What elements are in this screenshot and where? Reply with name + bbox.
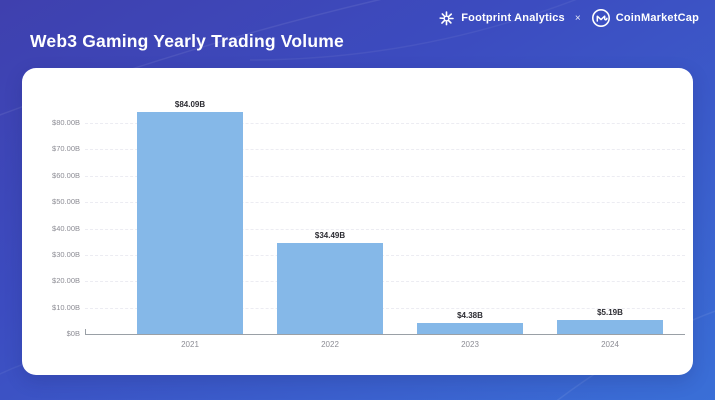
- y-gridline: [85, 281, 685, 283]
- y-gridline: [85, 228, 685, 230]
- x-axis-tick-label: 2024: [601, 340, 619, 349]
- brand-separator: ×: [574, 12, 581, 24]
- x-axis-tick-label: 2023: [461, 340, 479, 349]
- x-axis-origin-tick: [85, 329, 86, 335]
- coinmarketcap-label: CoinMarketCap: [615, 12, 699, 24]
- bar-value-label: $5.19B: [597, 308, 623, 318]
- brand-logos: Footprint Analytics × CoinMarketCap: [437, 8, 699, 28]
- page-title: Web3 Gaming Yearly Trading Volume: [30, 31, 344, 51]
- y-axis-tick-label: $80.00B: [52, 118, 80, 127]
- y-axis-tick-label: $50.00B: [52, 197, 80, 207]
- footprint-analytics-brand: Footprint Analytics: [437, 9, 565, 28]
- x-axis-tick-label: 2021: [181, 340, 199, 349]
- y-axis-tick-label: $20.00B: [52, 276, 80, 286]
- y-gridline: [85, 175, 685, 177]
- header: Footprint Analytics × CoinMarketCap Web3…: [0, 0, 715, 64]
- footprint-analytics-icon: [439, 10, 455, 25]
- bar-value-label: $34.49B: [314, 231, 346, 241]
- bar-2024: [557, 320, 663, 335]
- bar-2022: [277, 243, 383, 335]
- y-axis-tick-label: $40.00B: [52, 223, 80, 233]
- footprint-analytics-label: Footprint Analytics: [461, 12, 565, 24]
- bar-chart: $80.00B $70.00B $60.00B $50.00B $40.00B $30.0…: [22, 68, 693, 375]
- x-axis-line: [85, 334, 685, 336]
- y-gridline: [85, 123, 685, 124]
- y-gridline: [85, 307, 685, 309]
- bar-2021: [137, 112, 243, 335]
- bar-2023: [417, 322, 523, 335]
- y-gridline: [85, 202, 685, 204]
- y-axis-tick-label: $60.00B: [52, 170, 80, 180]
- y-axis-tick-label: $0B: [66, 329, 80, 339]
- y-gridline: [85, 149, 685, 151]
- y-axis-tick-label: $70.00B: [52, 144, 80, 154]
- coinmarketcap-brand: CoinMarketCap: [591, 8, 699, 28]
- bar-value-label: $84.09B: [174, 100, 206, 110]
- bar-value-label: $4.38B: [457, 310, 483, 320]
- coinmarketcap-icon: [591, 9, 610, 27]
- chart-card: $80.00B $70.00B $60.00B $50.00B $40.00B $30.0…: [22, 68, 693, 375]
- y-axis-tick-label: $30.00B: [52, 250, 80, 259]
- y-axis-tick-label: $10.00B: [52, 302, 80, 312]
- y-gridline: [85, 255, 685, 256]
- x-axis-tick-label: 2022: [321, 340, 339, 349]
